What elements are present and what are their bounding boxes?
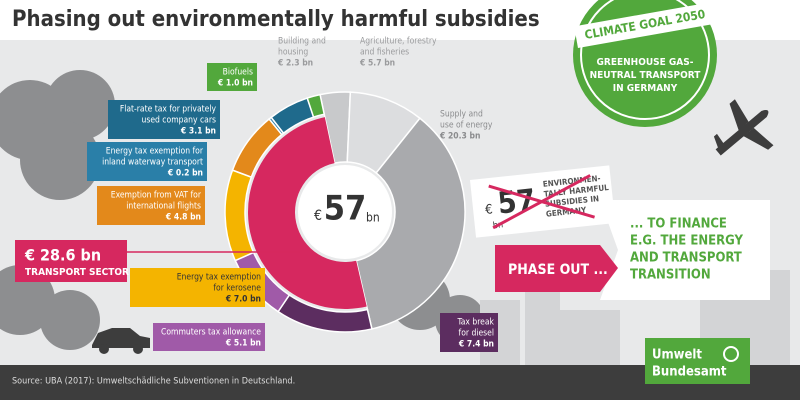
badge-text: GERMANY bbox=[546, 205, 588, 218]
phase-out-text: PHASE OUT ... bbox=[508, 262, 608, 278]
segment-value: € 4.8 bn bbox=[165, 213, 201, 223]
source: Source: UBA (2017): Umweltschädliche Sub… bbox=[12, 377, 295, 387]
car bbox=[92, 328, 150, 354]
subtotal-value: € 28.6 bn bbox=[24, 246, 101, 265]
segment-name: and fisheries bbox=[360, 48, 409, 58]
segment-name: Building and bbox=[278, 37, 326, 47]
stamp-text: IN GERMANY bbox=[613, 83, 678, 94]
logo-text: Bundesamt bbox=[652, 365, 727, 380]
chart-title: Phasing out environmentally harmful subs… bbox=[12, 7, 540, 32]
label-box bbox=[87, 142, 207, 181]
donut-segment bbox=[306, 93, 326, 119]
segment-name: use of energy bbox=[440, 121, 493, 131]
segment-name: Exemption from VAT for bbox=[111, 191, 202, 201]
stamp-ring bbox=[580, 0, 710, 120]
segment-name: housing bbox=[278, 48, 308, 58]
label-box bbox=[108, 100, 220, 139]
center-currency: € bbox=[314, 208, 322, 224]
label-box bbox=[153, 323, 265, 351]
label-box bbox=[207, 63, 257, 91]
segment-value: € 20.3 bn bbox=[439, 132, 480, 142]
segment-name: Biofuels bbox=[223, 68, 253, 78]
cross-out bbox=[492, 174, 591, 230]
finance-text: E.G. THE ENERGY bbox=[630, 234, 743, 249]
segment-name: Commuters tax allowance bbox=[161, 328, 261, 338]
segment-name: inland waterway transport bbox=[102, 158, 203, 168]
logo-mark bbox=[723, 346, 739, 362]
donut-segment bbox=[355, 117, 466, 330]
stamp-band bbox=[574, 2, 716, 48]
segment-name: Energy tax exemption for bbox=[106, 147, 204, 157]
segment-name: Flat-rate tax for privately bbox=[120, 105, 217, 115]
subtotal-arc bbox=[247, 117, 367, 310]
segment-name: Agriculture, forestry bbox=[360, 37, 437, 47]
label-box bbox=[97, 186, 205, 225]
plane bbox=[713, 99, 774, 156]
finance-box bbox=[600, 200, 770, 300]
finance-text: ... TO FINANCE bbox=[630, 217, 727, 232]
logo-text: Umwelt bbox=[652, 348, 702, 363]
phase-out-arrow bbox=[495, 245, 618, 292]
segment-name: Energy tax exemption bbox=[177, 273, 261, 283]
donut-hole bbox=[298, 165, 392, 259]
center-total: 57 bbox=[324, 189, 367, 229]
segment-name: international flights bbox=[126, 202, 201, 212]
donut bbox=[224, 91, 466, 333]
segment-value: € 7.4 bn bbox=[458, 340, 494, 350]
segment-value: € 3.1 bn bbox=[180, 127, 216, 137]
segment-value: € 2.3 bn bbox=[277, 59, 313, 69]
center-unit: bn bbox=[366, 211, 380, 225]
segment-name: Supply and bbox=[440, 110, 483, 120]
segment-name: used company cars bbox=[141, 116, 216, 126]
stamp-text: GREENHOUSE GAS- bbox=[597, 57, 694, 68]
badge: € 57 bn ENVIRONMEN- TALLY HARMFUL SUBSID… bbox=[470, 165, 616, 238]
stamp-text: NEUTRAL TRANSPORT bbox=[590, 70, 702, 81]
segment-name: Tax break bbox=[456, 318, 494, 328]
subtotal-box bbox=[15, 240, 127, 282]
subtotal-name: TRANSPORT SECTOR bbox=[25, 267, 129, 278]
segment-name: for diesel bbox=[459, 329, 494, 339]
label-box bbox=[440, 313, 498, 352]
finance-text: AND TRANSPORT bbox=[630, 251, 742, 266]
segment-value: € 5.7 bn bbox=[359, 59, 395, 69]
label-box bbox=[130, 268, 265, 307]
badge-currency: € bbox=[484, 202, 493, 218]
segment-name: for kerosene bbox=[213, 284, 261, 294]
segment-value: € 0.2 bn bbox=[167, 169, 203, 179]
finance-text: TRANSITION bbox=[630, 268, 711, 283]
segment-value: € 7.0 bn bbox=[225, 295, 261, 305]
segment-value: € 5.1 bn bbox=[225, 339, 261, 349]
segment-value: € 1.0 bn bbox=[217, 79, 253, 89]
